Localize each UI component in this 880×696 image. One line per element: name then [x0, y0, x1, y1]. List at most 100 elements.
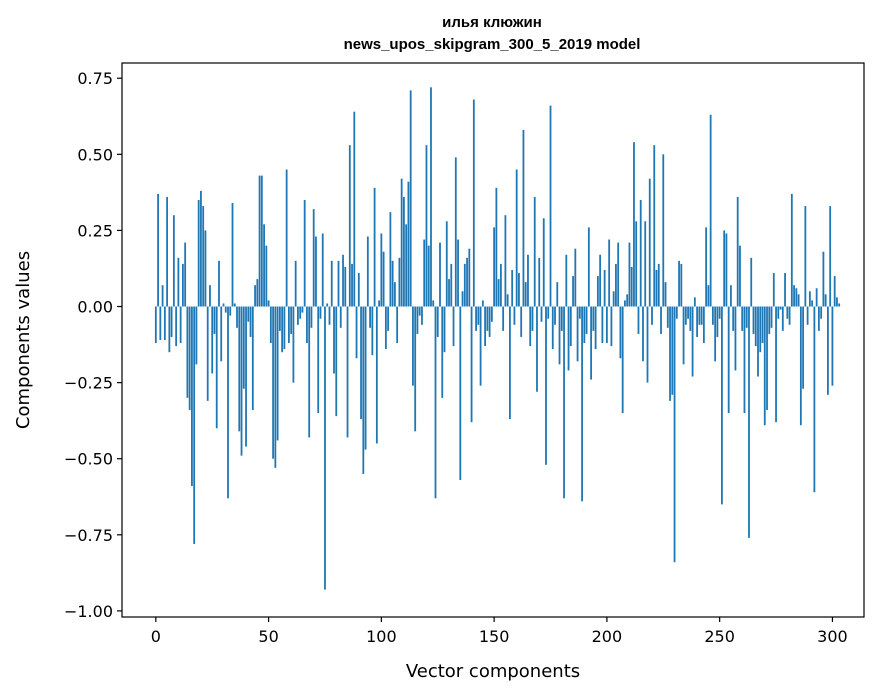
bar-91: [360, 306, 362, 420]
bar-122: [430, 87, 432, 307]
bar-71: [315, 236, 317, 307]
bar-43: [251, 306, 254, 411]
bar-222: [655, 269, 658, 307]
bar-183: [567, 306, 570, 371]
bar-85: [346, 306, 349, 438]
bar-63: [297, 306, 299, 325]
bar-4: [163, 306, 166, 340]
bar-165: [527, 254, 529, 307]
bar-285: [797, 294, 800, 307]
bar-52: [272, 306, 274, 459]
bar-102: [384, 306, 387, 350]
bar-144: [479, 306, 482, 386]
bar-190: [583, 306, 586, 344]
bar-243: [702, 306, 705, 344]
bar-3: [161, 285, 164, 307]
bar-170: [538, 257, 541, 307]
bar-278: [781, 306, 784, 331]
bar-118: [421, 306, 423, 325]
bar-235: [684, 306, 687, 325]
bar-187: [576, 306, 579, 362]
bar-37: [238, 306, 241, 432]
bar-245: [707, 285, 710, 307]
bar-114: [412, 306, 414, 386]
bar-292: [813, 306, 816, 493]
bar-301: [833, 276, 836, 307]
bar-70: [312, 209, 315, 307]
bar-61: [292, 306, 295, 383]
bar-137: [463, 263, 466, 307]
bar-231: [675, 306, 678, 319]
bar-115: [414, 306, 417, 432]
bar-228: [669, 306, 671, 401]
bar-172: [542, 218, 545, 307]
bar-181: [563, 306, 565, 499]
bar-238: [691, 306, 694, 377]
x-tick-label: 150: [479, 627, 510, 646]
bar-44: [254, 285, 256, 307]
bar-204: [615, 263, 617, 307]
bar-54: [276, 306, 279, 441]
bar-141: [472, 99, 475, 307]
x-tick-label: 100: [366, 627, 397, 646]
bar-256: [732, 306, 735, 331]
bar-103: [387, 306, 390, 331]
bar-168: [533, 196, 536, 307]
bar-198: [601, 306, 604, 344]
bar-111: [405, 224, 408, 307]
bar-169: [536, 306, 538, 392]
bar-113: [409, 90, 412, 307]
bar-23: [206, 306, 209, 401]
bar-47: [260, 175, 263, 307]
bar-143: [477, 306, 480, 325]
bar-233: [680, 263, 683, 307]
bar-99: [378, 300, 380, 307]
bar-132: [452, 306, 455, 347]
bar-97: [373, 187, 376, 307]
bar-201: [608, 239, 611, 307]
bar-155: [504, 215, 507, 307]
bar-55: [278, 306, 281, 331]
bar-215: [639, 199, 642, 307]
bar-98: [375, 306, 378, 444]
bar-107: [396, 306, 399, 344]
bar-229: [671, 306, 674, 395]
bar-294: [817, 306, 820, 331]
bar-286: [799, 306, 802, 426]
bar-18: [195, 306, 198, 365]
bar-302: [836, 297, 838, 307]
bar-239: [693, 297, 696, 307]
bar-236: [687, 306, 689, 319]
bar-100: [380, 233, 383, 307]
bar-161: [518, 273, 520, 307]
bar-76: [326, 303, 329, 307]
bar-223: [657, 263, 660, 307]
bar-196: [596, 276, 599, 307]
bar-87: [351, 263, 353, 307]
bar-290: [808, 291, 811, 307]
bar-120: [425, 145, 428, 307]
bar-295: [820, 306, 823, 319]
bar-16: [191, 306, 193, 487]
bar-152: [497, 279, 500, 307]
y-tick-label: 0.00: [77, 298, 113, 317]
bar-189: [581, 306, 583, 502]
bar-153: [499, 263, 502, 307]
bar-244: [705, 227, 708, 307]
bar-80: [335, 306, 338, 417]
bar-22: [204, 230, 207, 307]
bar-284: [795, 288, 798, 307]
bar-283: [793, 285, 795, 307]
bar-148: [488, 306, 491, 337]
x-axis-label: Vector components: [406, 661, 580, 682]
bar-29: [220, 306, 223, 362]
bar-298: [827, 306, 829, 395]
bar-20: [200, 190, 202, 307]
bar-62: [294, 260, 297, 307]
bar-210: [628, 242, 631, 307]
bar-197: [599, 254, 602, 307]
bar-139: [468, 248, 471, 307]
bar-220: [651, 306, 653, 325]
bar-192: [587, 227, 590, 307]
